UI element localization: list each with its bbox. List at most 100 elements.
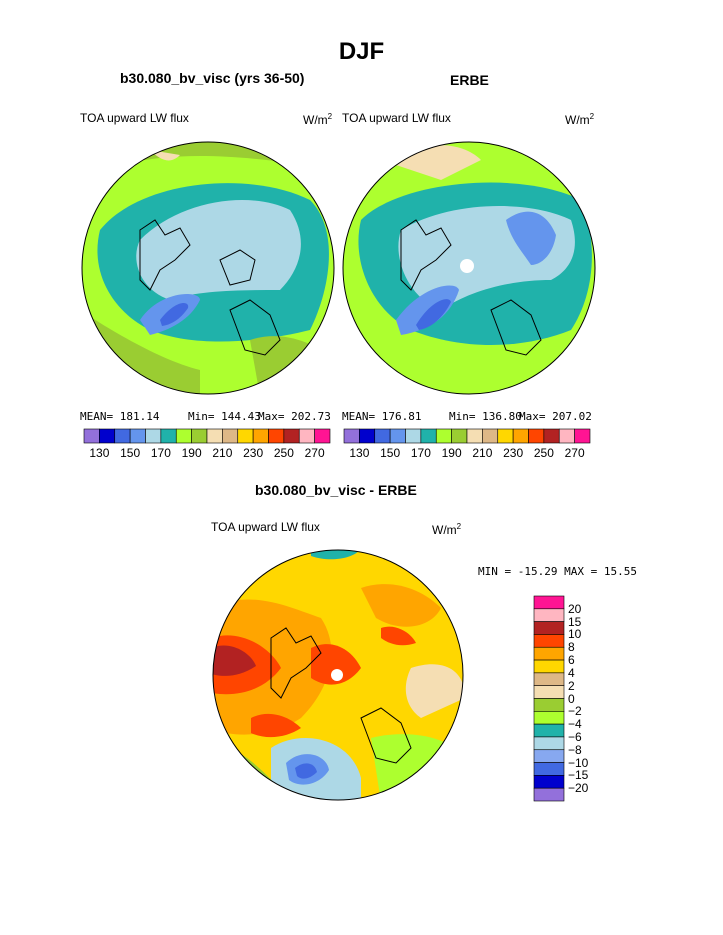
colorbar-box (533, 736, 565, 751)
colorbar-label: 10 (568, 627, 582, 642)
colorbar-box (533, 634, 565, 648)
colorbar-label: 8 (568, 640, 575, 655)
colorbar-box (533, 711, 565, 725)
colorbar-box (466, 428, 483, 444)
colorbar-label: 4 (568, 665, 575, 680)
colorbar-box (533, 659, 565, 674)
panel2-title: ERBE (450, 72, 489, 88)
colorbar-box (374, 428, 391, 444)
panel2-mean: MEAN= 176.81 (342, 410, 422, 423)
diff-colorbar (533, 595, 565, 802)
colorbar-box (298, 428, 315, 444)
colorbar-label: −4 (568, 717, 582, 732)
colorbar-box (482, 428, 499, 444)
colorbar-label: 210 (472, 446, 493, 460)
colorbar-label: 15 (568, 614, 582, 629)
colorbar-box (252, 428, 269, 444)
panel2-max: Max= 207.02 (519, 410, 592, 423)
colorbar-box (533, 608, 565, 622)
colorbar-box (451, 428, 468, 444)
diff-map (212, 549, 464, 801)
colorbar-label: 270 (304, 446, 325, 460)
panel1-map (81, 141, 335, 395)
colorbar-label: −2 (568, 704, 582, 719)
colorbar-box (175, 428, 192, 444)
colorbar-box (543, 428, 560, 444)
colorbar-label: 170 (150, 446, 171, 460)
colorbar-box (497, 428, 514, 444)
colorbar-label: 150 (380, 446, 401, 460)
colorbar-label: 20 (568, 601, 582, 616)
diff-units: W/m2 (432, 522, 462, 537)
colorbar-box (343, 428, 360, 444)
diff-variable: TOA upward LW flux (211, 520, 320, 534)
colorbar-label: 2 (568, 678, 575, 693)
colorbar-label: 250 (533, 446, 554, 460)
colorbar-box (512, 428, 529, 444)
colorbar-box (314, 428, 331, 444)
colorbar-box (191, 428, 208, 444)
panel2-variable: TOA upward LW flux (342, 111, 451, 125)
colorbar-box (533, 595, 565, 610)
panel2-map (342, 141, 596, 395)
colorbar-label: 0 (568, 691, 575, 706)
colorbar-box (359, 428, 376, 444)
colorbar-label: 170 (410, 446, 431, 460)
panel1-min: Min= 144.43 (188, 410, 261, 423)
colorbar-box (533, 762, 565, 776)
colorbar-label: 250 (273, 446, 294, 460)
diff-minmax: MIN = -15.29 MAX = 15.55 (478, 565, 637, 578)
colorbar-label: 190 (181, 446, 202, 460)
figure-title: DJF (338, 38, 385, 65)
colorbar-label: 190 (441, 446, 462, 460)
panel2-colorbar (343, 428, 591, 444)
colorbar-label: 270 (564, 446, 585, 460)
colorbar-box (237, 428, 254, 444)
colorbar-label: 6 (568, 653, 575, 668)
colorbar-label: 230 (503, 446, 524, 460)
panel1-colorbar (83, 428, 331, 444)
colorbar-box (574, 428, 591, 444)
panel1-variable: TOA upward LW flux (80, 111, 189, 125)
panel2-min: Min= 136.80 (449, 410, 522, 423)
colorbar-label: 130 (89, 446, 110, 460)
colorbar-box (283, 428, 300, 444)
colorbar-label: 230 (243, 446, 264, 460)
colorbar-box (222, 428, 239, 444)
colorbar-label: −15 (568, 768, 589, 783)
colorbar-label: 150 (120, 446, 141, 460)
colorbar-label: −6 (568, 729, 582, 744)
colorbar-box (533, 749, 565, 763)
colorbar-box (533, 672, 565, 686)
colorbar-box (528, 428, 545, 444)
colorbar-box (420, 428, 437, 444)
colorbar-box (129, 428, 146, 444)
colorbar-box (389, 428, 406, 444)
colorbar-box (558, 428, 575, 444)
colorbar-box (533, 698, 565, 712)
colorbar-box (83, 428, 100, 444)
colorbar-label: 210 (212, 446, 233, 460)
colorbar-box (533, 685, 565, 699)
colorbar-box (533, 646, 565, 661)
colorbar-box (533, 723, 565, 738)
colorbar-box (99, 428, 116, 444)
colorbar-box (206, 428, 223, 444)
panel1-max: Max= 202.73 (258, 410, 331, 423)
colorbar-box (405, 428, 422, 444)
panel2-units: W/m2 (565, 112, 595, 127)
colorbar-label: −10 (568, 755, 589, 770)
panel1-units: W/m2 (303, 112, 333, 127)
colorbar-box (145, 428, 162, 444)
colorbar-label: 130 (349, 446, 370, 460)
colorbar-box (533, 621, 565, 635)
colorbar-label: −20 (568, 781, 589, 796)
colorbar-box (160, 428, 177, 444)
colorbar-box (533, 787, 565, 802)
colorbar-label: −8 (568, 742, 582, 757)
colorbar-box (533, 775, 565, 789)
panel1-title: b30.080_bv_visc (yrs 36-50) (120, 70, 305, 86)
panel1-mean: MEAN= 181.14 (80, 410, 160, 423)
diff-title: b30.080_bv_visc - ERBE (255, 482, 417, 498)
colorbar-box (114, 428, 131, 444)
